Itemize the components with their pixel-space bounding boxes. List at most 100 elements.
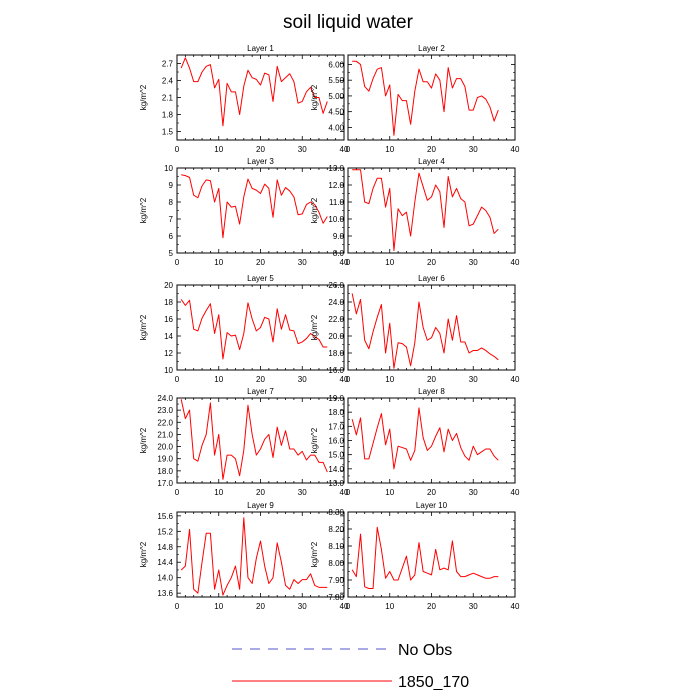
y-tick-label: 1.5 [162, 128, 174, 137]
y-tick-label: 15.2 [157, 527, 173, 536]
x-tick-label: 10 [214, 488, 223, 497]
x-tick-label: 30 [298, 145, 307, 154]
y-axis-label: kg/m^2 [310, 84, 319, 110]
y-tick-label: 8.0 [333, 249, 345, 258]
panel-layer-6: Layer 6kg/m^20 10 20 30 4016.018.020.022.024… [310, 274, 520, 384]
y-axis-label: kg/m^2 [310, 197, 319, 223]
x-tick-label: 40 [340, 145, 349, 154]
x-tick-label: 20 [256, 145, 265, 154]
panel-title: Layer 6 [418, 274, 445, 283]
y-tick-label: 7 [169, 215, 174, 224]
plot-frame [347, 397, 516, 484]
y-axis-label: kg/m^2 [139, 84, 148, 110]
panel-title: Layer 4 [418, 157, 445, 166]
y-axis-label: kg/m^2 [139, 197, 148, 223]
legend-1850-170-label: 1850_170 [398, 674, 469, 691]
y-tick-label: 14.0 [157, 574, 173, 583]
y-tick-label: 16 [164, 315, 173, 324]
y-tick-label: 11.0 [329, 198, 345, 207]
x-tick-label: 40 [511, 488, 520, 497]
y-tick-label: 17.0 [157, 479, 173, 488]
x-tick-label: 40 [511, 375, 520, 384]
series-line [181, 174, 328, 239]
y-tick-label: 7.90 [328, 576, 344, 585]
y-tick-label: 22.0 [328, 315, 344, 324]
x-tick-label: 0 [175, 258, 180, 267]
y-tick-label: 18.0 [328, 349, 344, 358]
plot-frame [347, 284, 516, 371]
x-tick-label: 30 [298, 375, 307, 384]
x-tick-label: 30 [469, 488, 478, 497]
y-axis-label: kg/m^2 [139, 427, 148, 453]
x-tick-label: 40 [340, 488, 349, 497]
x-tick-label: 0 [175, 375, 180, 384]
panel-layer-9: Layer 9 kg/m^2 0 10 20 30 40 13.6 14.0 14.4 14.8 15… [139, 501, 349, 611]
y-axis-label: kg/m^2 [139, 314, 148, 340]
y-tick-label: 26.0 [328, 281, 344, 290]
x-tick-label: 30 [469, 145, 478, 154]
y-tick-label: 15.6 [157, 512, 173, 521]
series-line [351, 293, 499, 369]
y-axis-label: kg/m^2 [310, 427, 319, 453]
x-tick-label: 10 [385, 145, 394, 154]
x-tick-label: 20 [427, 488, 436, 497]
y-tick-label: 17.0 [328, 422, 344, 431]
panel-title: Layer 2 [418, 44, 445, 53]
series-line [351, 407, 499, 470]
y-tick-label: 12.0 [328, 181, 344, 190]
y-tick-label: 13.0 [328, 164, 344, 173]
y-tick-label: 16.0 [328, 366, 344, 375]
x-tick-label: 0 [346, 145, 351, 154]
y-tick-label: 12 [164, 349, 173, 358]
y-tick-label: 2.4 [162, 77, 174, 86]
y-tick-label: 20.0 [157, 443, 173, 452]
panel-layer-3: Layer 3 kg/m^2 0 10 20 30 40 5 6 7 8 9 10 [139, 157, 349, 267]
y-tick-label: 4.00 [328, 123, 344, 132]
y-tick-label: 18.0 [157, 467, 173, 476]
x-tick-label: 0 [346, 375, 351, 384]
panel-layer-1: Layer 1 kg/m^2 0 10 20 30 40 1.5 1.8 2.1 2.4 2.7 [139, 44, 349, 154]
panels-grid: Layer 1kg/m^20 10 20 30 401.51.82.12.42.7Lay… [139, 44, 520, 611]
y-tick-label: 4.50 [328, 108, 344, 117]
x-tick-label: 40 [340, 258, 349, 267]
plot-frame [347, 54, 516, 141]
y-tick-label: 5 [169, 249, 174, 258]
x-tick-label: 10 [385, 602, 394, 611]
series-line [351, 526, 499, 589]
y-tick-label: 5.50 [328, 76, 344, 85]
y-tick-label: 1.8 [162, 111, 174, 120]
panel-layer-2: Layer 2 kg/m^2 0 10 20 30 40 4.00 4.50 5.00 5.50 6.… [310, 44, 520, 154]
panel-layer-7: Layer 7 kg/m^2 0 10 20 30 40 17.0 18.0 19.0 20.0 21… [139, 387, 349, 497]
x-tick-label: 10 [214, 602, 223, 611]
x-tick-label: 30 [298, 258, 307, 267]
x-tick-label: 10 [385, 375, 394, 384]
x-tick-label: 20 [427, 602, 436, 611]
y-tick-label: 21.0 [157, 430, 173, 439]
y-tick-label: 18.0 [328, 408, 344, 417]
panel-title: Layer 7 [247, 387, 274, 396]
panel-title: Layer 1 [247, 44, 274, 53]
x-tick-label: 40 [340, 375, 349, 384]
x-tick-label: 0 [346, 602, 351, 611]
series-line [180, 399, 328, 480]
y-tick-label: 14 [164, 332, 173, 341]
x-tick-label: 30 [469, 375, 478, 384]
x-tick-label: 10 [214, 145, 223, 154]
y-tick-label: 15.0 [328, 451, 344, 460]
y-axis-label: kg/m^2 [310, 541, 319, 567]
y-tick-label: 19.0 [157, 455, 173, 464]
x-tick-label: 10 [214, 375, 223, 384]
panel-title: Layer 10 [416, 501, 448, 510]
y-tick-label: 24.0 [157, 394, 173, 403]
x-tick-label: 10 [385, 488, 394, 497]
panel-layer-8: Layer 8kg/m^20 10 20 30 4013.014.015.016.017… [310, 387, 520, 497]
y-tick-label: 7.80 [328, 593, 344, 602]
plot-frame [347, 167, 516, 254]
x-tick-label: 20 [427, 375, 436, 384]
x-tick-label: 0 [175, 145, 180, 154]
x-tick-label: 20 [256, 258, 265, 267]
y-tick-label: 6.00 [328, 60, 344, 69]
x-tick-label: 20 [256, 602, 265, 611]
